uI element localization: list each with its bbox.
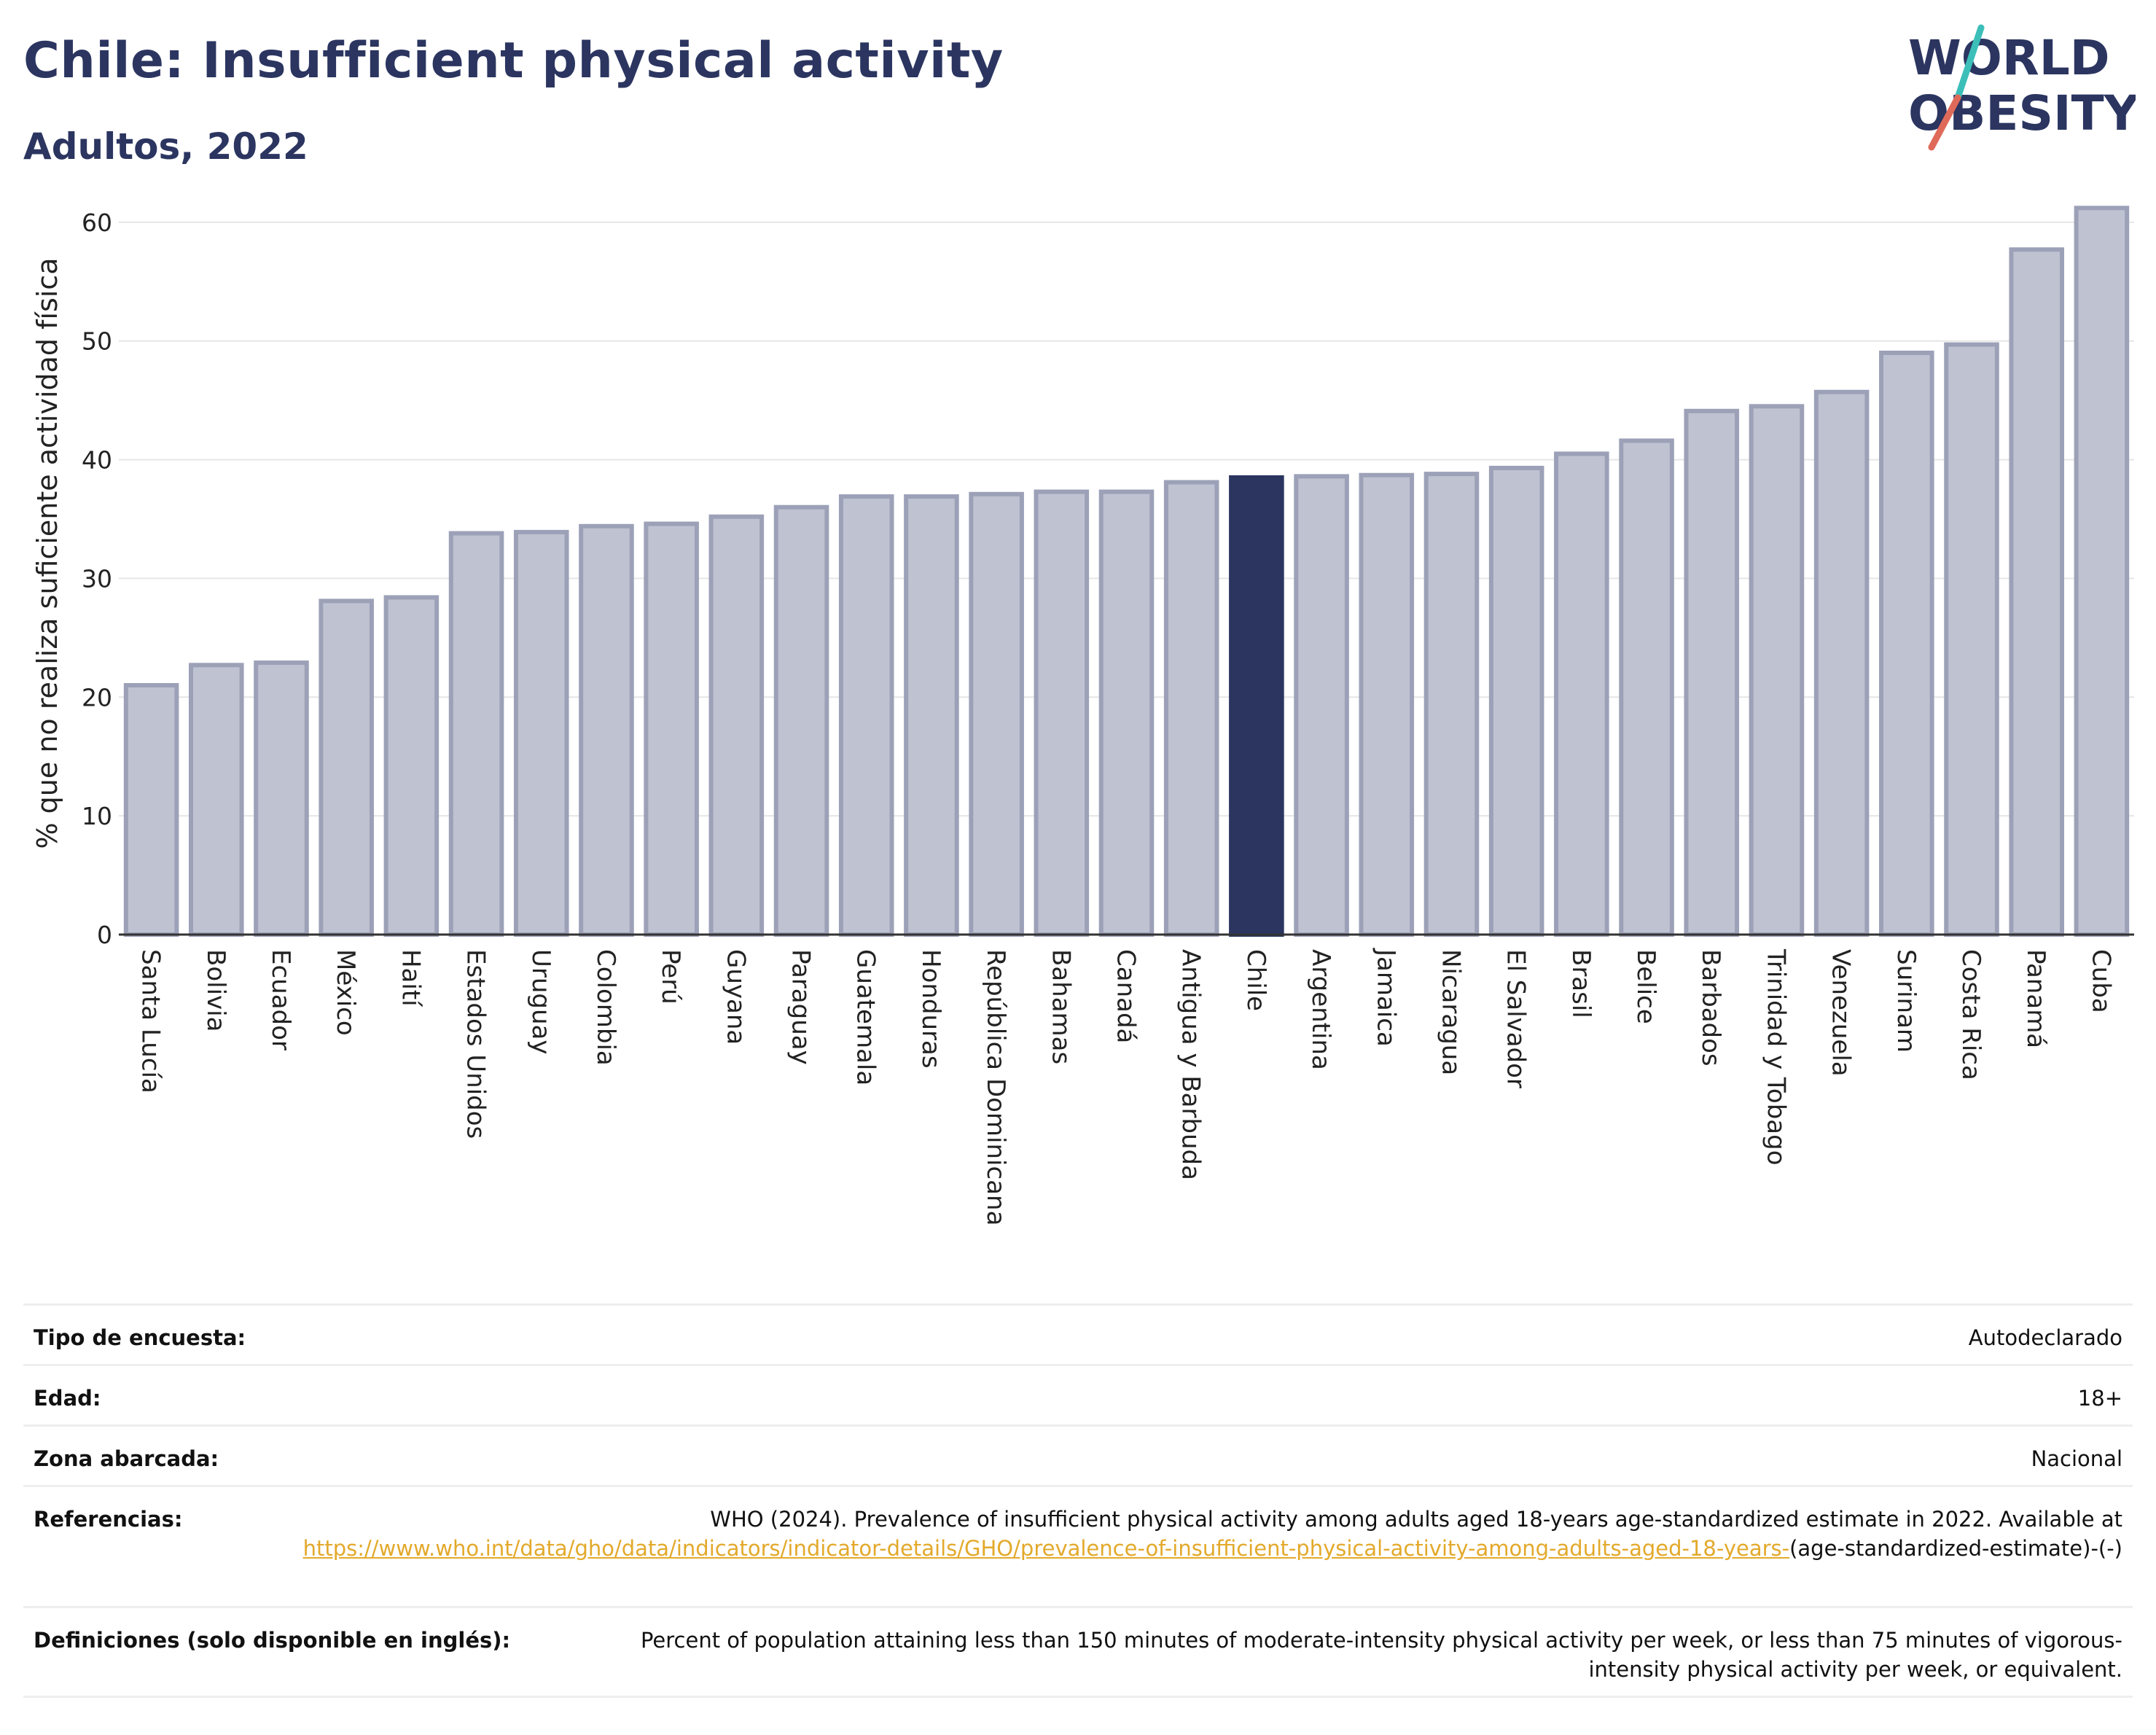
x-tick-label: Jamaica	[1371, 948, 1400, 1047]
info-table: Tipo de encuesta: Autodeclarado Edad: 18…	[23, 1303, 2133, 1698]
bar	[319, 599, 374, 937]
bar	[969, 491, 1024, 937]
x-tick-label: Honduras	[916, 949, 945, 1069]
x-tick-label: Belice	[1631, 949, 1660, 1024]
x-tick-label: Venezuela	[1827, 949, 1856, 1077]
y-tick-label: 20	[82, 683, 112, 711]
bars	[123, 206, 2130, 937]
reference-link[interactable]: https://www.who.int/data/gho/data/indica…	[302, 1536, 1790, 1561]
info-row-age: Edad: 18+	[23, 1364, 2133, 1424]
x-tick-label: Haití	[396, 949, 425, 1007]
x-tick-label: Uruguay	[526, 949, 555, 1055]
y-axis-ticks: 0 10 20 30 40 50 60	[82, 208, 112, 949]
x-tick-label: Surinam	[1891, 949, 1921, 1053]
x-tick-label: Guatemala	[851, 949, 880, 1085]
x-tick-label: República Dominicana	[981, 949, 1010, 1225]
bar	[383, 595, 440, 937]
x-tick-label: Costa Rica	[1956, 949, 1985, 1080]
y-tick-label: 30	[82, 564, 112, 593]
x-tick-label: Barbados	[1696, 949, 1725, 1067]
bar	[1749, 404, 1805, 937]
x-tick-label: Ecuador	[266, 949, 295, 1050]
bar	[513, 529, 569, 937]
x-axis-category-labels: Santa Lucía Bolivia Ecuador México Haití Esta…	[136, 948, 2116, 1225]
bar	[1163, 480, 1219, 937]
info-value-coverage: Nacional	[2031, 1446, 2122, 1471]
info-label-definitions: Definiciones (solo disponible en inglés)…	[34, 1628, 511, 1653]
bar	[2009, 247, 2064, 937]
bar	[254, 660, 309, 937]
x-tick-label: El Salvador	[1501, 949, 1531, 1088]
x-tick-label: Colombia	[591, 949, 620, 1066]
bar	[1098, 489, 1155, 937]
x-tick-label: Santa Lucía	[136, 949, 165, 1093]
bar	[123, 683, 179, 937]
info-value-age: 18+	[2077, 1386, 2122, 1411]
x-tick-label: Bolivia	[201, 949, 230, 1032]
reference-text: WHO (2024). Prevalence of insufficient p…	[710, 1507, 2122, 1532]
x-tick-label: Nicaragua	[1436, 949, 1465, 1075]
bar	[1684, 408, 1740, 937]
world-obesity-logo: WORLD OBESITY	[1908, 24, 2136, 151]
x-tick-label: Paraguay	[786, 949, 816, 1065]
info-row-survey-type: Tipo de encuesta: Autodeclarado	[23, 1303, 2133, 1364]
info-row-coverage: Zona abarcada: Nacional	[23, 1424, 2133, 1485]
y-tick-label: 0	[97, 921, 112, 949]
bar-chart: 0 10 20 30 40 50 60 Santa Lucía Bolivia Ecuador M…	[31, 206, 2134, 1225]
bar	[904, 494, 959, 937]
y-tick-label: 60	[82, 208, 112, 237]
bar	[1944, 342, 1999, 937]
info-value-definitions: Percent of population attaining less tha…	[640, 1628, 2122, 1682]
x-tick-label: Antigua y Barbuda	[1176, 949, 1206, 1180]
bar	[1554, 451, 1609, 937]
info-label-coverage: Zona abarcada:	[34, 1446, 219, 1471]
bar	[708, 514, 765, 937]
y-axis-label: % que no realiza suficiente actividad fí…	[31, 258, 63, 849]
bar	[1619, 438, 1674, 937]
info-value-references: WHO (2024). Prevalence of insufficient p…	[303, 1505, 2122, 1563]
info-value-survey-type: Autodeclarado	[1968, 1325, 2122, 1350]
x-tick-label: Trinidad y Tobago	[1761, 948, 1790, 1166]
info-label-age: Edad:	[34, 1386, 101, 1411]
logo-slash-red	[1928, 94, 1961, 151]
logo-slash-teal	[1954, 24, 1985, 101]
logo-text-world: WORLD	[1908, 30, 2110, 86]
bar	[838, 494, 894, 937]
x-tick-label: Perú	[656, 949, 685, 1005]
chart-title: Chile: Insufficient physical activity	[23, 32, 1004, 90]
bar	[1488, 465, 1544, 937]
y-tick-label: 10	[82, 802, 112, 830]
x-tick-label: Bahamas	[1046, 949, 1075, 1064]
bar	[1034, 489, 1090, 937]
y-tick-label: 40	[82, 446, 112, 475]
x-tick-label: México	[331, 949, 360, 1036]
bar	[189, 663, 244, 937]
reference-link-suffix: (age-standardized-estimate)-(-)	[1789, 1536, 2122, 1561]
bar	[1423, 472, 1480, 937]
x-tick-label: Chile	[1241, 949, 1270, 1011]
info-label-references: Referencias:	[34, 1507, 183, 1532]
bar	[1813, 389, 1870, 937]
bar	[1294, 474, 1349, 937]
bar	[448, 531, 504, 937]
bar	[1359, 472, 1415, 937]
info-label-survey-type: Tipo de encuesta:	[34, 1325, 246, 1350]
x-tick-label: Estados Unidos	[461, 949, 491, 1139]
x-tick-label: Brasil	[1566, 949, 1595, 1018]
bar	[1879, 351, 1934, 937]
bar-highlight	[1229, 475, 1284, 937]
x-tick-label: Argentina	[1306, 949, 1335, 1070]
bar	[773, 504, 829, 937]
chart-subtitle: Adultos, 2022	[23, 125, 308, 168]
info-row-references: Referencias: WHO (2024). Prevalence of i…	[23, 1485, 2133, 1606]
y-tick-label: 50	[82, 327, 112, 356]
bar	[2074, 206, 2130, 937]
info-row-definitions: Definiciones (solo disponible en inglés)…	[23, 1606, 2133, 1698]
x-tick-label: Cuba	[2086, 949, 2115, 1013]
x-tick-label: Guyana	[721, 949, 750, 1045]
x-tick-label: Panamá	[2021, 949, 2050, 1048]
bar	[644, 521, 699, 937]
bar	[579, 523, 634, 937]
x-tick-label: Canadá	[1112, 949, 1141, 1043]
